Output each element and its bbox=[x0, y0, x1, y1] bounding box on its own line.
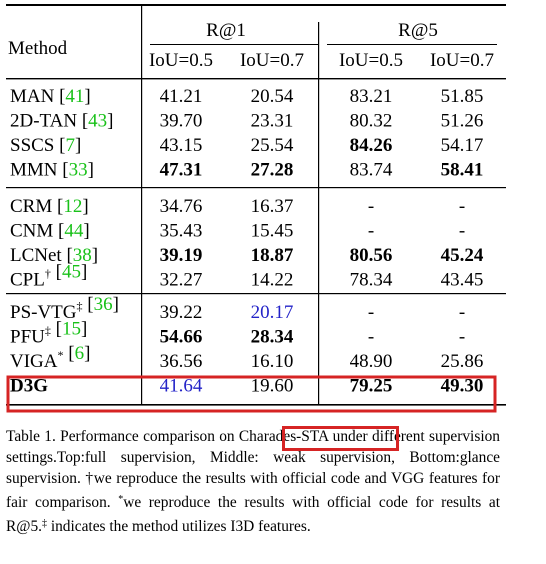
table-cell: - bbox=[368, 327, 374, 348]
table-cell: 41.21 bbox=[160, 86, 203, 107]
table-cell: 15.45 bbox=[251, 221, 294, 242]
caption-text-2: under different supervision settings.Top… bbox=[6, 428, 500, 511]
table-cell: 45.24 bbox=[441, 245, 484, 266]
header-group-r1: R@1 bbox=[206, 20, 246, 41]
table-cell: 28.34 bbox=[251, 327, 294, 348]
table-cell: 84.26 bbox=[350, 135, 393, 156]
method-name: MMN [33] bbox=[10, 160, 94, 181]
table-cell: 47.31 bbox=[160, 160, 203, 181]
table-cell: 79.25 bbox=[350, 376, 393, 397]
table-cell: 51.85 bbox=[441, 86, 484, 107]
header-col-divider bbox=[318, 22, 320, 80]
header-group-rule-r1 bbox=[150, 44, 318, 45]
method-name: PFU‡ [15] bbox=[10, 319, 87, 348]
table-cell: 18.87 bbox=[251, 245, 294, 266]
table-cell: 39.70 bbox=[160, 111, 203, 132]
header-subcol: IoU=0.7 bbox=[240, 50, 304, 71]
caption-dagger-mark: ‡ bbox=[41, 518, 47, 529]
method-name: 2D-TAN [43] bbox=[10, 111, 113, 132]
table-cell: - bbox=[459, 327, 465, 348]
table-cell: 35.43 bbox=[160, 221, 203, 242]
table-cell: 32.27 bbox=[160, 270, 203, 291]
highlight-row-box bbox=[6, 375, 497, 413]
table-cell: 27.28 bbox=[251, 160, 294, 181]
table-cell: 25.86 bbox=[441, 351, 484, 372]
table-cell: 80.32 bbox=[350, 111, 393, 132]
table-cell: - bbox=[368, 196, 374, 217]
header-subcol: IoU=0.5 bbox=[339, 50, 403, 71]
method-name: CNM [44] bbox=[10, 221, 90, 242]
table-cell: 43.45 bbox=[441, 270, 484, 291]
header-group-rule-r5 bbox=[327, 44, 497, 45]
section-rule bbox=[6, 187, 506, 189]
section-rule bbox=[6, 293, 506, 295]
table-cell: 20.54 bbox=[251, 86, 294, 107]
caption-text-1: Table 1. Performance comparison on bbox=[6, 428, 239, 445]
table-cell: 25.54 bbox=[251, 135, 294, 156]
header-group-r5: R@5 bbox=[398, 20, 438, 41]
method-name: D3G bbox=[10, 376, 48, 397]
table-cell: 49.30 bbox=[441, 376, 484, 397]
vertical-divider-method bbox=[141, 6, 143, 404]
table-cell: 19.60 bbox=[251, 376, 294, 397]
table-caption: Table 1. Performance comparison on Chara… bbox=[6, 426, 500, 537]
table-cell: 16.10 bbox=[251, 351, 294, 372]
header-method: Method bbox=[8, 38, 68, 59]
dataset-highlight-box bbox=[282, 426, 399, 451]
method-name: CRM [12] bbox=[10, 196, 89, 217]
method-name: SSCS [7] bbox=[10, 135, 81, 156]
method-name: PS-VTG‡ [36] bbox=[10, 294, 119, 323]
table-cell: 51.26 bbox=[441, 111, 484, 132]
table-cell: 23.31 bbox=[251, 111, 294, 132]
table-cell: - bbox=[459, 302, 465, 323]
method-name: CPL† [45] bbox=[10, 262, 87, 291]
caption-text-4: indicates the method utilizes I3D featur… bbox=[46, 518, 311, 535]
caption-star-mark: * bbox=[118, 494, 124, 505]
table-cell: 80.56 bbox=[350, 245, 393, 266]
table-cell: 20.17 bbox=[251, 302, 294, 323]
table-cell: - bbox=[459, 196, 465, 217]
table-cell: 54.66 bbox=[160, 327, 203, 348]
header-bottom-rule bbox=[6, 78, 506, 80]
table-cell: 83.74 bbox=[350, 160, 393, 181]
header-subcol: IoU=0.5 bbox=[149, 50, 213, 71]
table-cell: 43.15 bbox=[160, 135, 203, 156]
table-cell: 16.37 bbox=[251, 196, 294, 217]
caption-text-3: we reproduce the results with official c… bbox=[6, 494, 500, 535]
table-cell: - bbox=[368, 302, 374, 323]
vertical-divider-r1-r5 bbox=[318, 80, 320, 404]
table-cell: 58.41 bbox=[441, 160, 484, 181]
method-name: VIGA* [6] bbox=[10, 343, 90, 372]
table-cell: 83.21 bbox=[350, 86, 393, 107]
table-cell: 78.34 bbox=[350, 270, 393, 291]
table-cell: - bbox=[368, 221, 374, 242]
table-top-rule bbox=[6, 4, 506, 6]
table-cell: 39.22 bbox=[160, 302, 203, 323]
table-cell: 36.56 bbox=[160, 351, 203, 372]
table-cell: 34.76 bbox=[160, 196, 203, 217]
method-name: MAN [41] bbox=[10, 86, 91, 107]
comparison-table: Method R@1 R@5 IoU=0.5 IoU=0.7 IoU=0.5 IoU=0.7… bbox=[6, 4, 506, 413]
method-name: LCNet [38] bbox=[10, 245, 98, 266]
table-cell: 39.19 bbox=[160, 245, 203, 266]
table-cell: 54.17 bbox=[441, 135, 484, 156]
table-cell: 14.22 bbox=[251, 270, 294, 291]
header-subcol: IoU=0.7 bbox=[430, 50, 494, 71]
table-cell: 41.64 bbox=[160, 376, 203, 397]
table-cell: - bbox=[459, 221, 465, 242]
table-bottom-rule bbox=[6, 404, 506, 406]
table-cell: 48.90 bbox=[350, 351, 393, 372]
